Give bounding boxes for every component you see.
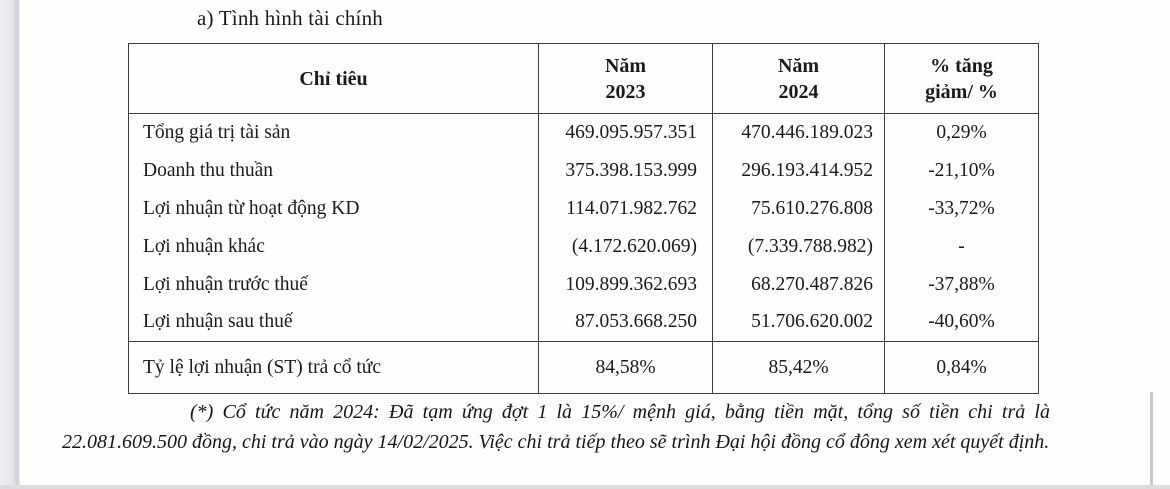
- value-2023: 114.071.982.762: [538, 189, 713, 228]
- table-header-row: Chỉ tiêu Năm 2023 Năm 2024 % tăng giảm/ …: [128, 43, 1039, 114]
- table-row: Tổng giá trị tài sản 469.095.957.351 470…: [129, 113, 1039, 152]
- column-header-year-2023: Năm 2023: [538, 43, 713, 114]
- row-label: Lợi nhuận sau thuế: [143, 311, 293, 333]
- value-2024: (7.339.788.982): [712, 227, 885, 266]
- row-label: Lợi nhuận trước thuế: [143, 273, 308, 295]
- column-header-criteria: Chỉ tiêu: [128, 43, 539, 114]
- row-label: Lợi nhuận từ hoạt động KD: [143, 197, 360, 219]
- value-2024: 470.446.189.023: [712, 113, 885, 152]
- table-row: Doanh thu thuần 375.398.153.999 296.193.…: [129, 151, 1039, 190]
- table-row: Lợi nhuận sau thuế 87.053.668.250 51.706…: [129, 303, 1039, 342]
- value-2024: 75.610.276.808: [712, 189, 885, 228]
- value-2024: 296.193.414.952: [712, 151, 885, 190]
- value-2024: 68.270.487.826: [712, 265, 885, 304]
- summary-value-2024: 85,42%: [712, 341, 885, 394]
- footnote-text: (*) Cổ tức năm 2024: Đã tạm ứng đợt 1 là…: [62, 401, 1050, 453]
- value-change: -37,88%: [884, 265, 1039, 304]
- column-header-change-percent: % tăng giảm/ %: [884, 43, 1039, 114]
- summary-row: Tỷ lệ lợi nhuận (ST) trả cổ tức 84,58% 8…: [128, 341, 1039, 394]
- value-2023: 87.053.668.250: [538, 303, 713, 342]
- table-row: Lợi nhuận khác (4.172.620.069) (7.339.78…: [129, 227, 1039, 266]
- value-change: -40,60%: [884, 303, 1039, 342]
- row-label: Lợi nhuận khác: [143, 235, 265, 257]
- scan-artifact-line: [1150, 392, 1153, 485]
- value-change: -21,10%: [884, 151, 1039, 190]
- value-2023: 375.398.153.999: [538, 151, 713, 190]
- value-2024: 51.706.620.002: [712, 303, 885, 342]
- table-row: Lợi nhuận từ hoạt động KD 114.071.982.76…: [129, 189, 1039, 228]
- summary-label: Tỷ lệ lợi nhuận (ST) trả cổ tức: [128, 341, 539, 394]
- summary-value-change: 0,84%: [884, 341, 1039, 394]
- value-2023: 469.095.957.351: [538, 113, 713, 152]
- column-header-year-2024: Năm 2024: [712, 43, 885, 114]
- table-row: Lợi nhuận trước thuế 109.899.362.693 68.…: [129, 265, 1039, 304]
- value-2023: (4.172.620.069): [538, 227, 713, 266]
- scan-edge-bottom: [0, 485, 1170, 489]
- value-change: -33,72%: [884, 189, 1039, 228]
- scan-edge-left: [0, 0, 20, 489]
- value-change: -: [884, 227, 1039, 266]
- row-label: Tổng giá trị tài sản: [143, 121, 291, 143]
- value-change: 0,29%: [884, 113, 1039, 152]
- section-title: a) Tình hình tài chính: [197, 6, 383, 30]
- summary-value-2023: 84,58%: [538, 341, 713, 394]
- value-2023: 109.899.362.693: [538, 265, 713, 304]
- financial-table: Chỉ tiêu Năm 2023 Năm 2024 % tăng giảm/ …: [128, 43, 1039, 394]
- row-label: Doanh thu thuần: [143, 159, 273, 181]
